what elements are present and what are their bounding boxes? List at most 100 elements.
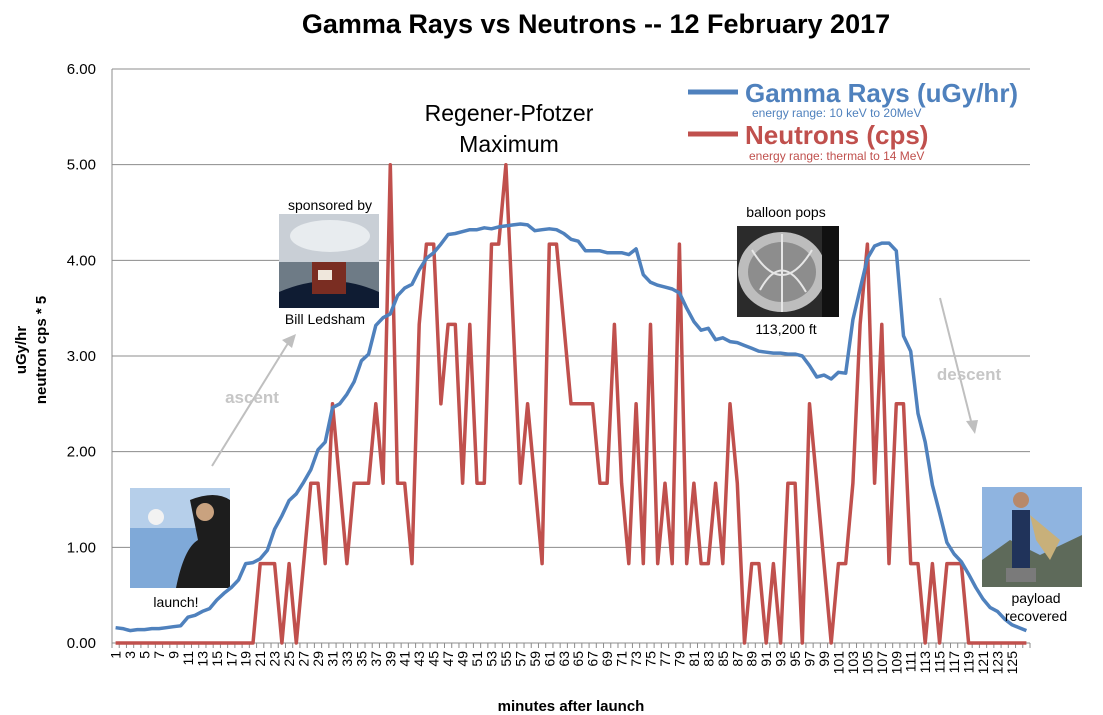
sponsored-by-label: sponsored by — [288, 197, 372, 213]
x-tick-label: 11 — [180, 651, 196, 666]
x-tick-label: 109 — [888, 651, 904, 675]
payload-recovered-photo — [982, 487, 1082, 587]
x-tick-label: 111 — [903, 651, 919, 672]
sponsor-photo — [279, 214, 379, 308]
x-tick-label: 123 — [989, 651, 1005, 675]
x-tick-label: 19 — [238, 651, 254, 667]
x-tick-label: 3 — [122, 651, 138, 659]
x-tick-label: 81 — [686, 651, 702, 667]
x-tick-label: 65 — [570, 651, 586, 667]
x-tick-label: 91 — [758, 651, 774, 667]
y-tick-label: 4.00 — [67, 252, 96, 269]
x-tick-label: 117 — [946, 651, 962, 674]
altitude-label: 113,200 ft — [755, 321, 816, 337]
x-tick-label: 7 — [151, 651, 167, 659]
x-tick-label: 105 — [859, 651, 875, 675]
x-tick-label: 93 — [773, 651, 789, 667]
x-tick-label: 53 — [483, 651, 499, 667]
x-tick-label: 35 — [353, 651, 369, 667]
x-tick-label: 29 — [310, 651, 326, 667]
descent-arrow — [939, 297, 978, 434]
x-tick-label: 119 — [961, 651, 977, 674]
y-axis-label-line1: uGy/hr — [13, 326, 30, 375]
x-tick-label: 1 — [108, 651, 124, 659]
x-tick-label: 5 — [137, 651, 153, 659]
payload-label-line2: recovered — [1005, 608, 1067, 624]
x-tick-label: 89 — [744, 651, 760, 667]
y-tick-label: 6.00 — [67, 61, 96, 78]
x-tick-label: 115 — [932, 651, 948, 674]
x-tick-label: 15 — [209, 651, 225, 667]
x-axis-label: minutes after launch — [498, 698, 645, 715]
x-tick-label: 73 — [628, 651, 644, 667]
descent-label: descent — [937, 365, 1002, 384]
y-axis-label: uGy/hr neutron cps * 5 — [13, 296, 50, 404]
x-tick-label: 47 — [440, 651, 456, 667]
x-tick-label: 75 — [643, 651, 659, 667]
x-tick-label: 125 — [1004, 651, 1020, 675]
chart-title: Gamma Rays vs Neutrons -- 12 February 20… — [302, 9, 890, 39]
x-tick-label: 121 — [975, 651, 991, 675]
legend-label-gamma: Gamma Rays (uGy/hr) — [745, 78, 1018, 108]
x-tick-label: 25 — [281, 651, 297, 667]
x-tick-label: 63 — [556, 651, 572, 667]
x-tick-label: 21 — [252, 651, 268, 667]
x-tick-label: 103 — [845, 651, 861, 675]
x-tick-label: 33 — [339, 651, 355, 667]
x-tick-labels: 1357911131517192123252729313335373941434… — [108, 651, 1020, 675]
x-tick-label: 55 — [498, 651, 514, 667]
x-tick-label: 87 — [729, 651, 745, 667]
legend-subtitle-neutrons: energy range: thermal to 14 MeV — [749, 149, 924, 163]
ascent-label: ascent — [225, 388, 279, 407]
x-tick-label: 97 — [802, 651, 818, 667]
x-tick-label: 27 — [296, 651, 312, 667]
y-tick-label: 0.00 — [67, 635, 96, 652]
balloon-pops-label: balloon pops — [746, 204, 825, 220]
x-tick-label: 83 — [700, 651, 716, 667]
regener-maximum-label: Maximum — [459, 131, 559, 157]
grid-lines — [111, 68, 1031, 648]
x-tick-label: 59 — [527, 651, 543, 667]
payload-label-line1: payload — [1011, 590, 1060, 606]
x-tick-label: 49 — [455, 651, 471, 667]
regener-pfotzer-label: Regener-Pfotzer — [425, 100, 594, 126]
y-tick-labels: 0.00 1.00 2.00 3.00 4.00 5.00 6.00 — [67, 61, 96, 652]
x-tick-label: 39 — [382, 651, 398, 667]
ascent-arrow — [211, 334, 296, 467]
neutrons-line — [115, 162, 1027, 645]
series-layer — [115, 162, 1028, 645]
x-tick-label: 101 — [830, 651, 846, 675]
x-tick-label: 23 — [267, 651, 283, 667]
balloon-pop-photo — [737, 226, 839, 317]
x-tick-label: 79 — [671, 651, 687, 667]
x-tick-label: 95 — [787, 651, 803, 667]
y-tick-label: 5.00 — [67, 157, 96, 174]
launch-photo — [130, 488, 230, 588]
y-tick-label: 3.00 — [67, 348, 96, 365]
x-tick-label: 13 — [194, 651, 210, 667]
x-tick-label: 61 — [541, 651, 557, 667]
launch-label: launch! — [153, 594, 198, 610]
y-tick-label: 2.00 — [67, 444, 96, 461]
x-tick-label: 99 — [816, 651, 832, 667]
x-tick-label: 37 — [368, 651, 384, 667]
x-tick-label: 71 — [614, 651, 630, 667]
y-tick-label: 1.00 — [67, 539, 96, 556]
x-tick-label: 113 — [917, 651, 933, 674]
legend: Gamma Rays (uGy/hr) energy range: 10 keV… — [688, 78, 1018, 163]
gamma-rays-line — [115, 222, 1028, 633]
x-tick-label: 41 — [397, 651, 413, 667]
x-tick-label: 51 — [469, 651, 485, 667]
legend-label-neutrons: Neutrons (cps) — [745, 120, 928, 150]
x-tick-label: 85 — [715, 651, 731, 667]
x-tick-label: 107 — [874, 651, 890, 675]
x-tick-label: 45 — [426, 651, 442, 667]
x-tick-label: 17 — [223, 651, 239, 667]
x-tick-label: 43 — [411, 651, 427, 667]
x-tick-label: 69 — [599, 651, 615, 667]
x-tick-label: 9 — [165, 651, 181, 659]
x-tick-label: 77 — [657, 651, 673, 667]
x-tick-label: 67 — [585, 651, 601, 667]
legend-subtitle-gamma: energy range: 10 keV to 20MeV — [752, 106, 921, 120]
